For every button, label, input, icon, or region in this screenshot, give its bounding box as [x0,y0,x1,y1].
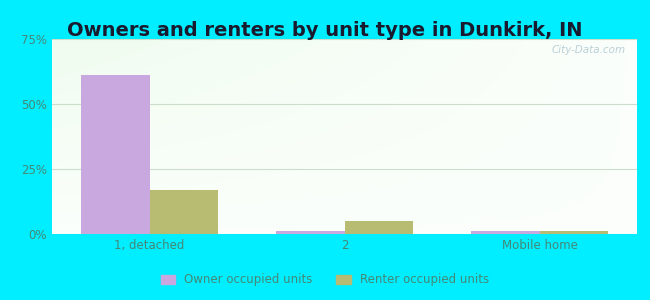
Legend: Owner occupied units, Renter occupied units: Owner occupied units, Renter occupied un… [156,269,494,291]
Bar [150,190,218,234]
Bar [344,221,413,234]
Bar [540,231,608,234]
Bar [81,75,150,234]
Text: Owners and renters by unit type in Dunkirk, IN: Owners and renters by unit type in Dunki… [67,21,583,40]
Bar [471,231,540,234]
Text: City-Data.com: City-Data.com [551,45,625,55]
Bar [276,231,344,234]
